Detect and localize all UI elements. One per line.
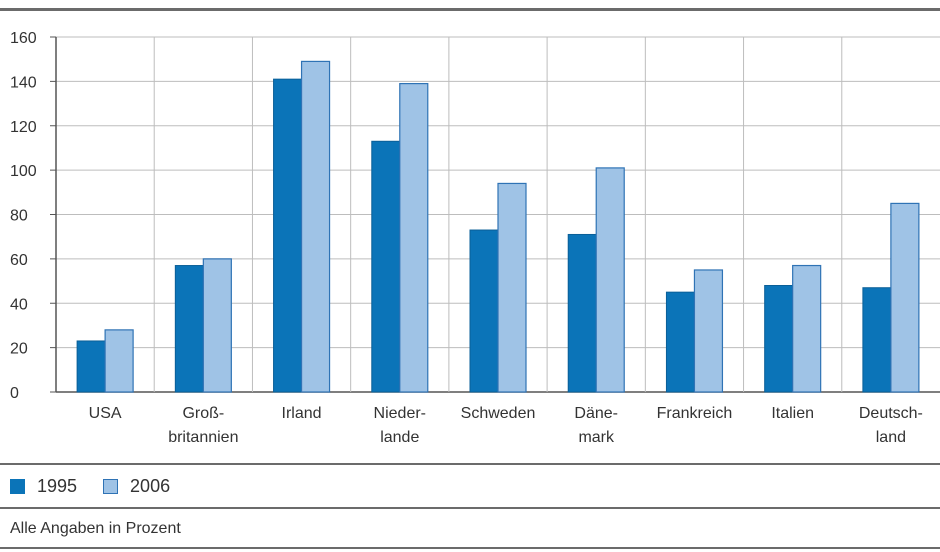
legend-swatch-1995 xyxy=(10,478,25,494)
legend-swatch-2006 xyxy=(103,478,119,494)
bar-chart: 0 20 40 60 80 100 120 140 160 USA Groß-britannien I… xyxy=(10,30,940,446)
y-tick-label: 0 xyxy=(10,385,19,402)
y-tick-label: 160 xyxy=(10,30,37,47)
bar-1995 xyxy=(76,340,106,393)
bar-1995 xyxy=(273,78,303,393)
x-tick-label: Frankreich xyxy=(657,405,733,422)
bottom-rule xyxy=(0,547,940,549)
legend-top-rule xyxy=(0,463,940,465)
x-tick-label: Groß- xyxy=(182,405,224,422)
y-tick-label: 40 xyxy=(10,296,28,313)
bar-2006 xyxy=(202,258,232,393)
bar-1995 xyxy=(371,140,401,393)
bar-2006 xyxy=(497,182,527,393)
bar-1995 xyxy=(665,291,695,393)
x-tick-label: britannien xyxy=(168,429,238,446)
y-tick-label: 80 xyxy=(10,208,28,225)
bar-1995 xyxy=(567,233,597,393)
x-tick-label: mark xyxy=(578,429,615,446)
x-tick-label: USA xyxy=(89,405,122,422)
y-tick-label: 140 xyxy=(10,74,37,91)
x-tick-label: Deutsch- xyxy=(859,405,923,422)
x-tick-label: land xyxy=(876,429,906,446)
bar-2006 xyxy=(300,60,331,393)
x-tick-label: lande xyxy=(380,429,419,446)
y-tick-label: 100 xyxy=(10,163,37,180)
bar-2006 xyxy=(792,264,822,393)
legend-label-1995: 1995 xyxy=(37,475,78,496)
legend-item-1995: 1995 xyxy=(10,476,77,497)
x-tick-label: Däne- xyxy=(574,405,618,422)
y-tick-label: 20 xyxy=(10,341,28,358)
bar-2006 xyxy=(890,202,920,393)
x-tick-label: Nieder- xyxy=(374,405,426,422)
top-rule xyxy=(0,8,940,11)
bar-2006 xyxy=(104,329,134,393)
bar-2006 xyxy=(399,82,429,393)
y-tick-label: 120 xyxy=(10,119,37,136)
footnote: Alle Angaben in Prozent xyxy=(10,520,181,537)
legend-label-2006: 2006 xyxy=(130,475,171,496)
x-tick-label: Italien xyxy=(771,405,814,422)
bar-1995 xyxy=(174,265,204,393)
legend-bottom-rule xyxy=(0,507,940,509)
legend-item-2006: 2006 xyxy=(103,476,170,497)
bar-1995 xyxy=(469,229,499,393)
bar-1995 xyxy=(862,287,892,393)
x-tick-label: Irland xyxy=(282,405,322,422)
bar-1995 xyxy=(764,285,794,393)
bar-2006 xyxy=(693,269,724,393)
bar-2006 xyxy=(595,167,625,393)
x-tick-label: Schweden xyxy=(461,405,536,422)
y-tick-label: 60 xyxy=(10,252,28,269)
legend: 1995 2006 xyxy=(10,474,188,498)
